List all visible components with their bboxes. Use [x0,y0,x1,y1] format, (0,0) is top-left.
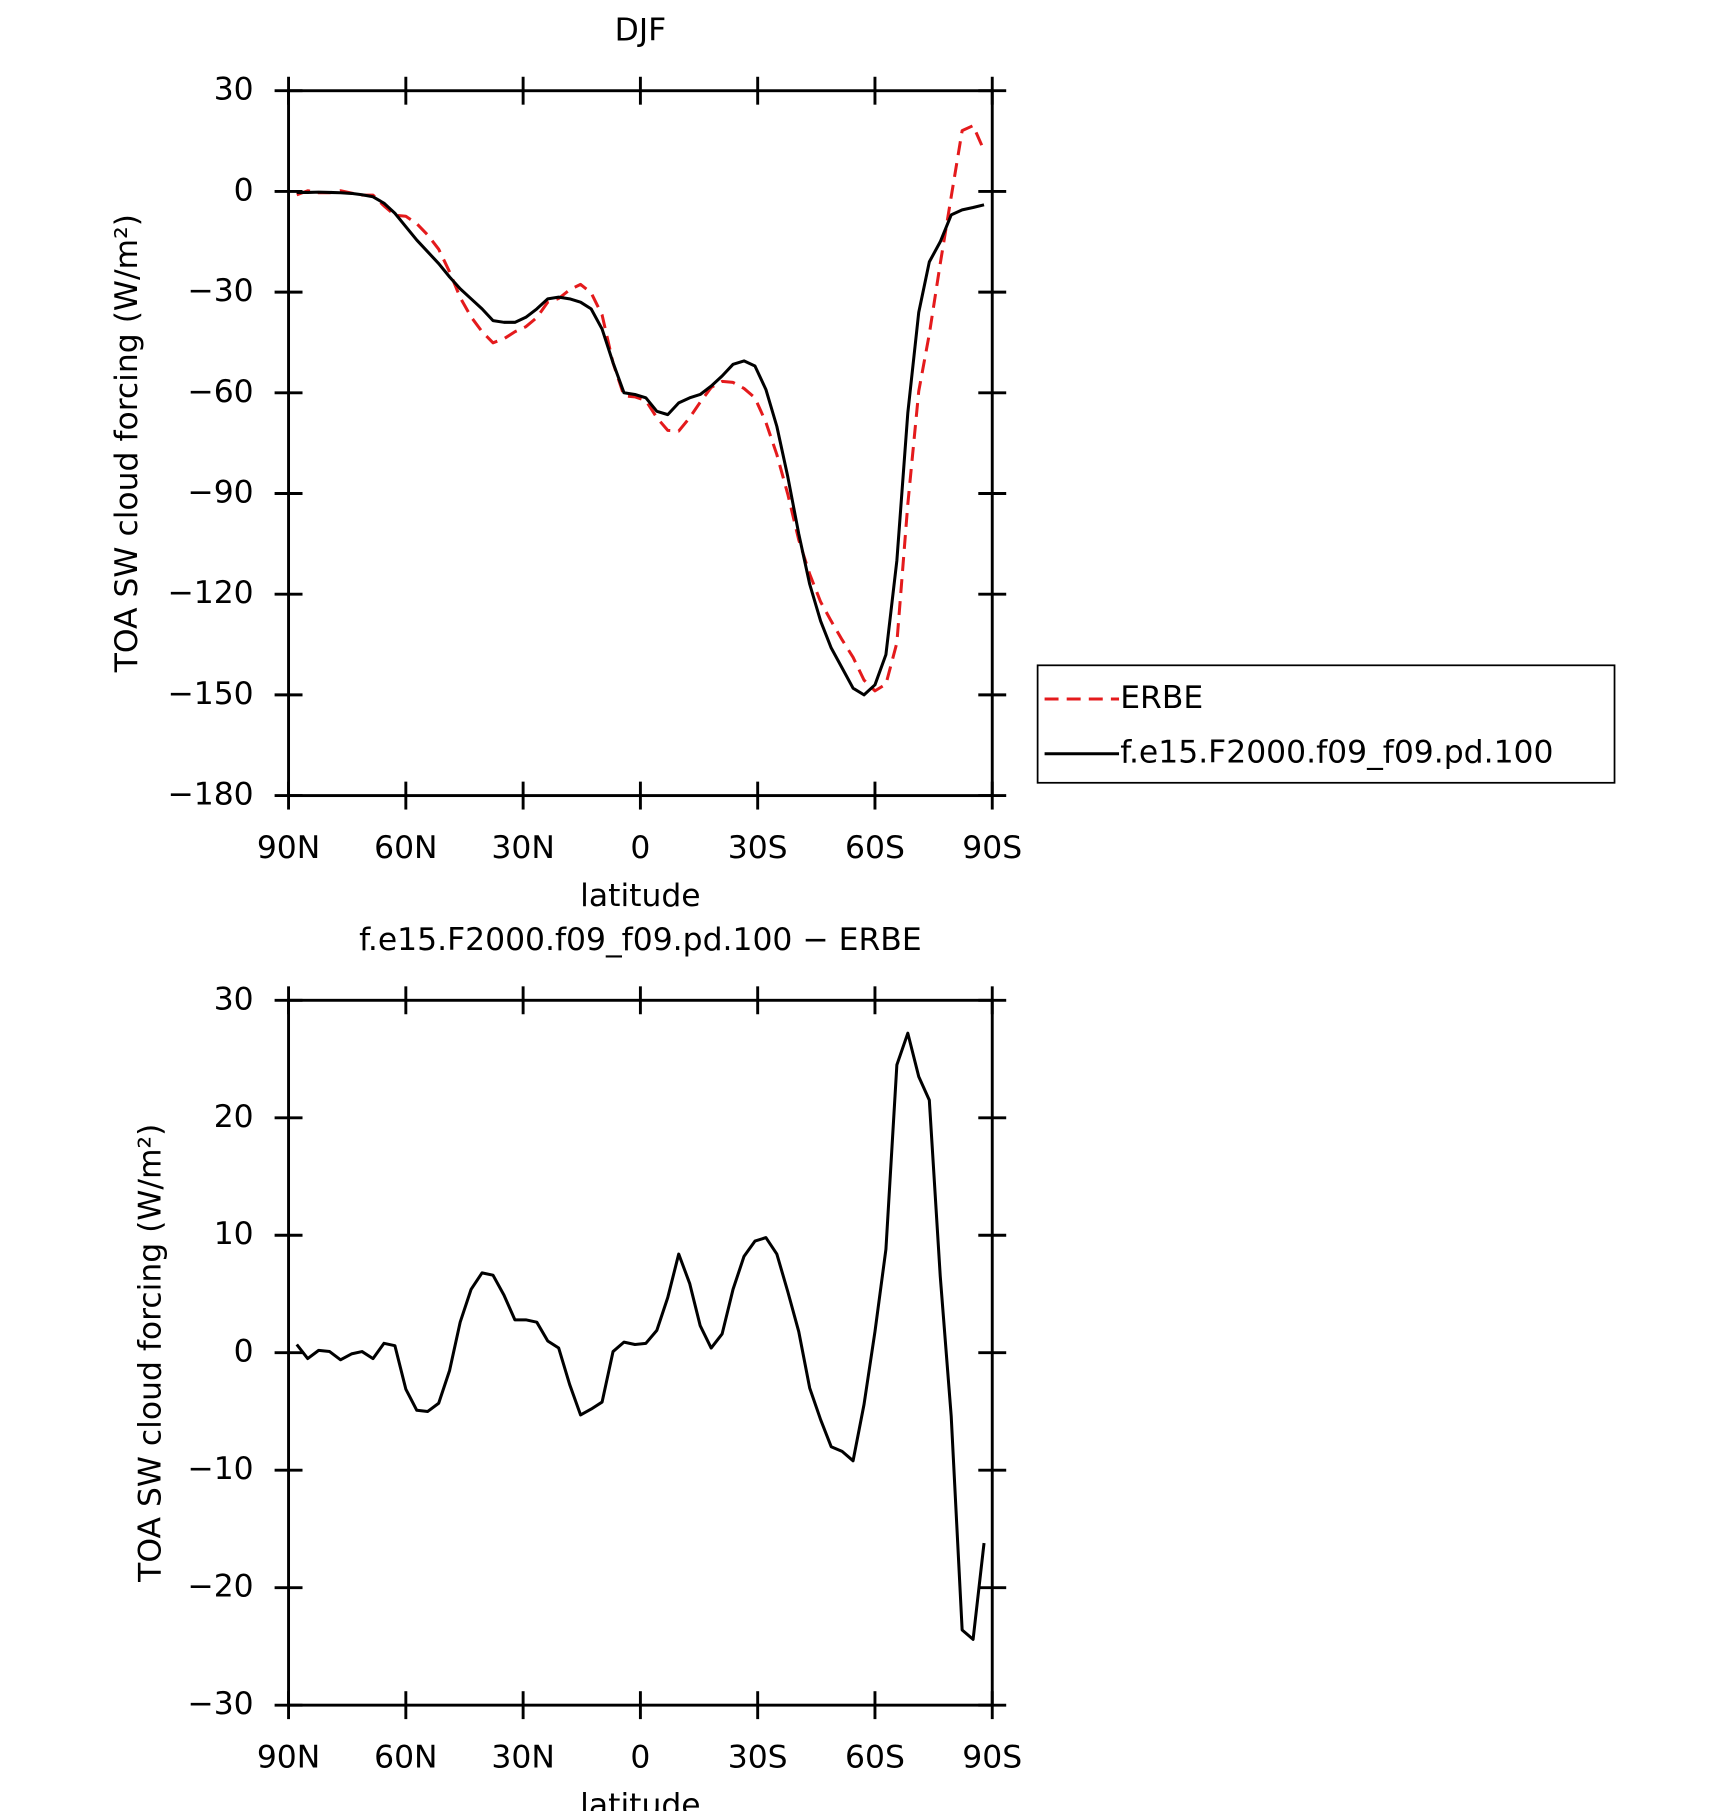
x-tick-label: 60N [374,830,437,866]
data-line [296,190,985,697]
x-tick-label: 60S [845,830,905,866]
y-tick-label: −60 [187,374,253,410]
legend-label: ERBE [1120,680,1203,716]
legend-box [1036,664,1616,784]
y-tick-label: −10 [187,1451,253,1487]
y-tick-label: −20 [187,1569,253,1605]
plot-frame [287,89,994,798]
y-tick-label: 30 [214,981,254,1017]
y-tick-label: −90 [187,475,253,511]
chart-title: f.e15.F2000.f09_f09.pd.100 − ERBE [359,922,922,958]
x-axis-label: latitude [580,1787,700,1811]
chart-title: DJF [615,12,667,48]
y-tick-label: −180 [167,777,253,813]
plot-frame [287,998,994,1707]
x-tick-label: 90N [257,830,320,866]
y-tick-label: −30 [187,273,253,309]
legend-label: f.e15.F2000.f09_f09.pd.100 [1120,735,1553,771]
y-tick-label: 20 [214,1099,254,1135]
x-tick-label: 90S [962,830,1022,866]
x-tick-label: 60S [845,1740,905,1776]
x-tick-label: 30S [728,830,788,866]
data-line [296,124,986,693]
x-tick-label: 0 [630,1740,650,1776]
data-line [295,1031,986,1641]
x-tick-label: 90S [962,1740,1022,1776]
y-tick-label: −150 [167,676,253,712]
x-tick-label: 30N [491,1740,554,1776]
x-axis-label: latitude [580,878,700,914]
y-axis-label: TOA SW cloud forcing (W/m²) [109,214,145,673]
y-tick-label: 30 [214,72,254,108]
y-axis-label: TOA SW cloud forcing (W/m²) [132,1124,168,1583]
y-tick-label: 10 [214,1216,254,1252]
y-tick-label: −120 [167,575,253,611]
x-tick-label: 60N [374,1740,437,1776]
x-tick-label: 90N [257,1740,320,1776]
y-tick-label: −30 [187,1686,253,1722]
y-tick-label: 0 [234,172,254,208]
x-tick-label: 30N [491,830,554,866]
x-tick-label: 30S [728,1740,788,1776]
y-tick-label: 0 [234,1334,254,1370]
x-tick-label: 0 [630,830,650,866]
